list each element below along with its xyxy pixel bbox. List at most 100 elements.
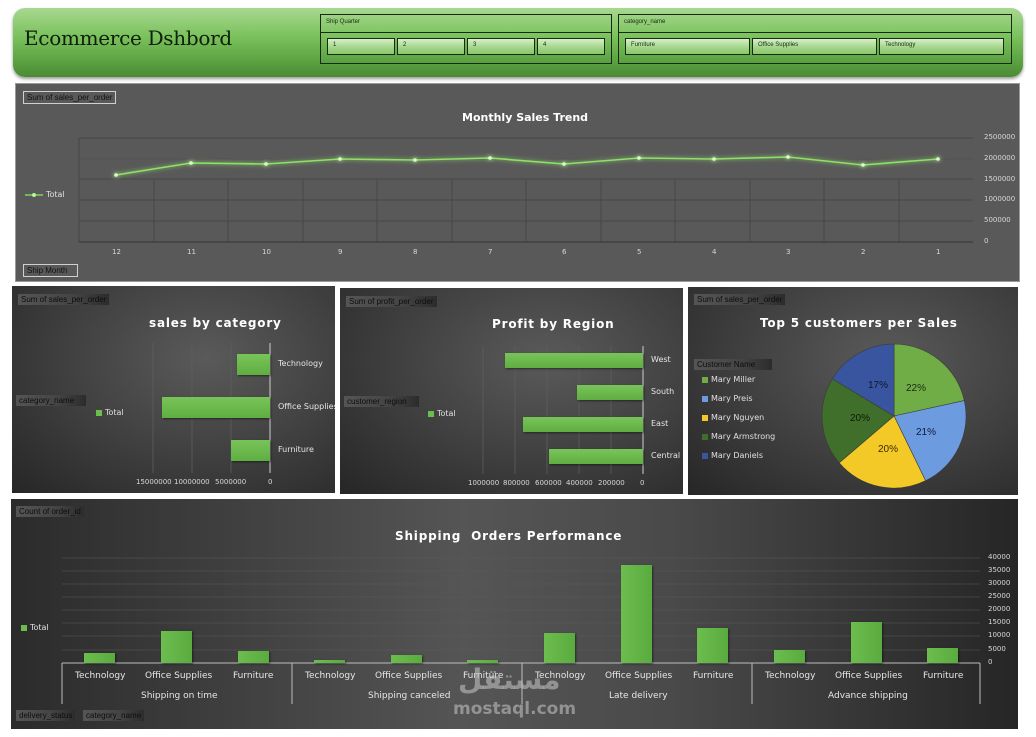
x-tick: 0 xyxy=(640,479,645,487)
legend-mary-daniels: Mary Daniels xyxy=(702,451,763,460)
legend-swatch-icon xyxy=(702,376,708,383)
x-tick: 4 xyxy=(712,248,717,256)
y-tick: 2000000 xyxy=(984,154,1016,162)
x-tick: 15000000 xyxy=(136,478,172,486)
category-office-supplies-button[interactable]: Office Supplies xyxy=(752,38,877,55)
region-legend-label: Total xyxy=(437,409,456,418)
shipping-performance-panel: Count of order_id Shipping Orders Perfor… xyxy=(11,499,1018,729)
bar-technology[interactable] xyxy=(237,354,270,375)
category-name-field-button[interactable]: category_name xyxy=(83,710,145,721)
bar-central[interactable] xyxy=(549,449,643,464)
customer-name-field-button[interactable]: Customer Name xyxy=(694,359,772,370)
y-tick: 40000 xyxy=(988,553,1011,561)
category-label: Furniture xyxy=(233,671,274,681)
y-tick: 1000000 xyxy=(984,195,1016,203)
quarter-2-button[interactable]: 2 xyxy=(397,38,465,55)
sum-sales-field-button[interactable]: Sum of sales_per_order xyxy=(23,91,117,104)
sum-sales-field-button[interactable]: Sum of sales_per_order xyxy=(694,294,786,305)
category-legend-label: Total xyxy=(105,408,124,417)
y-tick: 500000 xyxy=(984,216,1011,224)
y-tick: 25000 xyxy=(988,592,1011,600)
bar-office-supplies[interactable] xyxy=(162,397,270,418)
customer-region-field-button[interactable]: customer_region xyxy=(344,396,419,407)
category-technology-button[interactable]: Technology xyxy=(879,38,1004,55)
x-tick: 10 xyxy=(262,248,271,256)
sum-profit-field-button[interactable]: Sum of profit_per_order xyxy=(346,296,437,307)
shipping-legend: Total xyxy=(21,623,49,632)
monthly-chart-title: Monthly Sales Trend xyxy=(462,111,589,124)
legend-label: Mary Preis xyxy=(711,394,753,403)
slice-mary-preis xyxy=(893,400,967,482)
delivery-status-field-button[interactable]: delivery_status xyxy=(16,710,76,721)
bar-late-furniture[interactable] xyxy=(697,628,728,663)
bar-west[interactable] xyxy=(505,353,643,368)
legend-swatch-icon xyxy=(702,433,708,440)
category-label: Office Supplies xyxy=(605,671,673,681)
category-label: Furniture xyxy=(693,671,734,681)
legend-swatch-icon xyxy=(428,410,434,417)
count-order-field-button[interactable]: Count of order_id xyxy=(16,506,84,517)
region-chart-title: Profit by Region xyxy=(492,317,615,331)
region-label: South xyxy=(651,387,675,396)
watermark-arabic: مستقل xyxy=(458,663,561,696)
bar-advance-furniture[interactable] xyxy=(927,648,958,663)
legend-mary-preis: Mary Preis xyxy=(702,394,752,403)
legend-swatch-icon xyxy=(702,395,708,402)
y-tick: 30000 xyxy=(988,579,1011,587)
profit-by-region-panel: Sum of profit_per_order Profit by Region… xyxy=(340,288,683,494)
shipping-legend-label: Total xyxy=(30,623,49,632)
bar-ontime-technology[interactable] xyxy=(84,653,115,663)
legend-mary-armstrong: Mary Armstrong xyxy=(702,432,775,441)
category-furniture-button[interactable]: Furniture xyxy=(625,38,750,55)
slice-mary-daniels xyxy=(831,343,895,417)
x-tick: 400000 xyxy=(566,479,593,487)
x-tick: 800000 xyxy=(503,479,530,487)
group-label: Late delivery xyxy=(609,691,668,701)
ship-month-field-button[interactable]: Ship Month xyxy=(23,264,78,277)
bar-canceled-technology[interactable] xyxy=(314,660,345,663)
bar-canceled-office-supplies[interactable] xyxy=(391,655,422,663)
region-label: Central xyxy=(651,451,681,460)
category-slicer-label: category_name xyxy=(619,15,1011,33)
bar-ontime-furniture[interactable] xyxy=(238,651,269,663)
pie-label: 20% xyxy=(850,413,871,424)
legend-mary-miller: Mary Miller xyxy=(702,375,755,384)
legend-label: Mary Daniels xyxy=(711,451,764,460)
group-label: Shipping on time xyxy=(141,691,218,701)
slice-mary-miller xyxy=(893,343,965,417)
shipping-gridlines xyxy=(61,557,981,704)
group-label: Shipping canceled xyxy=(368,691,451,701)
bar-advance-office-supplies[interactable] xyxy=(851,622,882,663)
category-label: Office Supplies xyxy=(278,402,335,411)
y-tick: 35000 xyxy=(988,566,1011,574)
x-tick: 12 xyxy=(112,248,121,256)
x-tick: 600000 xyxy=(535,479,562,487)
bar-late-technology[interactable] xyxy=(544,633,575,663)
bar-east[interactable] xyxy=(523,417,643,432)
bar-furniture[interactable] xyxy=(231,440,270,461)
bar-advance-technology[interactable] xyxy=(774,650,805,663)
bar-late-office-supplies[interactable] xyxy=(621,565,652,663)
bar-south[interactable] xyxy=(577,385,643,400)
region-label: West xyxy=(651,355,671,364)
y-tick: 0 xyxy=(984,237,989,245)
category-name-field-button[interactable]: category_name xyxy=(16,395,86,406)
quarter-4-button[interactable]: 4 xyxy=(537,38,605,55)
region-label: East xyxy=(651,419,669,428)
x-tick: 11 xyxy=(187,248,196,256)
x-tick: 7 xyxy=(488,248,493,256)
quarter-3-button[interactable]: 3 xyxy=(467,38,535,55)
sales-by-category-panel: Sum of sales_per_order sales by category… xyxy=(12,286,335,493)
quarter-1-button[interactable]: 1 xyxy=(327,38,395,55)
bar-canceled-furniture[interactable] xyxy=(467,660,498,663)
pie-label: 22% xyxy=(906,383,927,394)
y-tick: 2500000 xyxy=(984,133,1016,141)
legend-swatch-icon xyxy=(702,452,708,459)
bar-ontime-office-supplies[interactable] xyxy=(161,631,192,663)
slice-mary-nguyen xyxy=(838,415,927,489)
category-label: Furniture xyxy=(278,445,314,454)
x-tick: 0 xyxy=(268,478,273,486)
top-customers-panel: Sum of sales_per_order Top 5 customers p… xyxy=(688,287,1018,495)
sum-sales-field-button[interactable]: Sum of sales_per_order xyxy=(18,294,110,305)
ship-quarter-slicer-label: Ship Quarter xyxy=(321,15,611,33)
